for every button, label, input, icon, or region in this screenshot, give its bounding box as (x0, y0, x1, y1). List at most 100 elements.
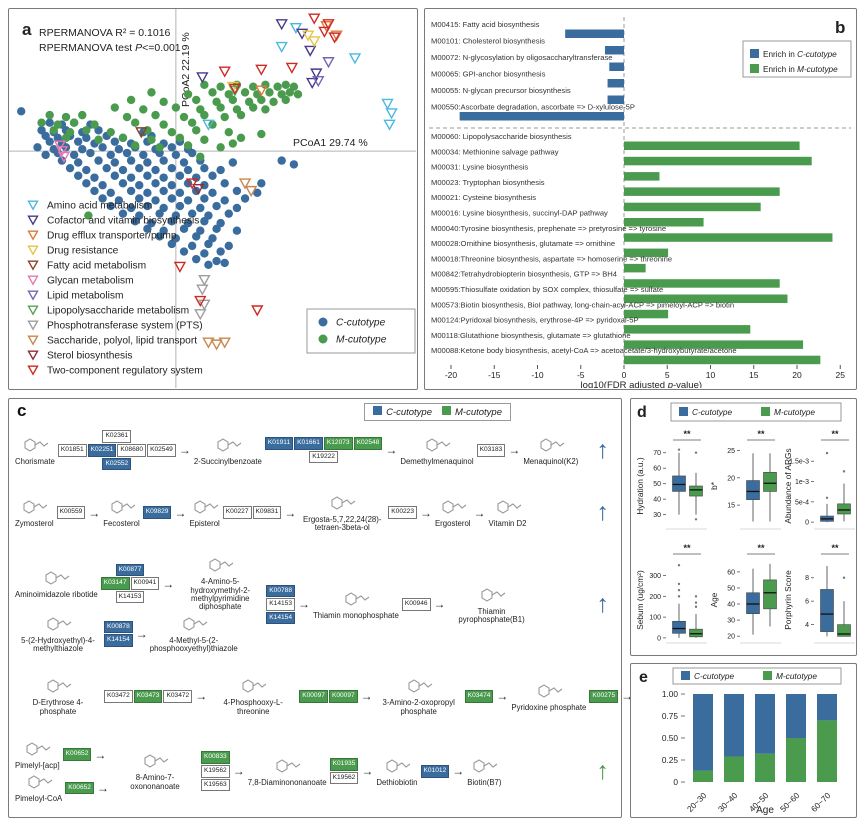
molecule-ring (47, 617, 59, 631)
ko-box-line: K00878 (104, 620, 133, 634)
molecule-chain (56, 574, 70, 580)
scatter-point (143, 224, 152, 234)
compound: 2-Succinylbenzoate (194, 435, 262, 466)
legend-swatch (373, 406, 383, 415)
box (689, 628, 703, 638)
scatter-point (257, 129, 266, 139)
scatter-point (253, 188, 262, 198)
outlier-point (694, 595, 698, 598)
scatter-point (143, 158, 152, 167)
outlier-point (677, 448, 681, 451)
molecule-icon (540, 437, 565, 452)
scatter-point (106, 127, 115, 137)
y-tick-label: 60 (727, 569, 735, 576)
scatter-point (228, 95, 238, 105)
enrichment-bar (459, 112, 624, 121)
compound-name: Aminoimidazole ribotide (15, 589, 98, 599)
y-tick-label: 100 (649, 615, 661, 622)
panel-a-label: a (22, 20, 32, 39)
legend-label: Enrich in C-cutotype (763, 50, 837, 59)
ko-box-line: K14153 (115, 590, 145, 604)
y-tick-label: 20 (727, 634, 735, 641)
scatter-point (82, 165, 91, 175)
compound-name: Ergosterol (434, 518, 471, 528)
enrichment-bar (624, 187, 780, 196)
molecule-icon (242, 679, 267, 693)
kegg-triangle-marker (196, 284, 209, 296)
scatter-point (249, 82, 258, 91)
kegg-triangle-marker (328, 32, 341, 44)
up-arrow-icon: ↑ (596, 435, 610, 464)
ko-box-line: K03183 (476, 443, 506, 457)
molecule-ring (183, 617, 195, 631)
molecule-icon (442, 500, 467, 514)
ko-box: K00097 (299, 689, 328, 703)
kegg-triangle-marker (330, 30, 343, 42)
molecule-chain (38, 778, 52, 784)
scatter-point (200, 110, 209, 120)
scatter-point (151, 196, 160, 205)
y-tick-label: 1e-3 (795, 479, 809, 486)
compound: Pyridoxine phosphate (511, 681, 586, 712)
age-stacked-bar-chart: e C-cutotype M-cutotype 0 0.25 0.50 0.75 1.00 20… (639, 667, 842, 816)
module-label: M00031: Lysine biosynthesis (431, 163, 528, 172)
compound-name: 5-(2-Hydroxyethyl)-4-methylthiazole (21, 635, 95, 654)
ko-box: K02552 (102, 457, 132, 471)
ko-box: K14153 (115, 590, 145, 604)
pcoa1-axis-label: PCoA1 29.74 % (293, 137, 368, 149)
legend-swatch (681, 671, 690, 680)
molecule-icon (45, 571, 70, 585)
reaction-arrow-icon: → (361, 764, 374, 779)
ko-box-line: K01911 K01661 K12073 K02548 (264, 437, 383, 450)
scatter-point (94, 156, 103, 165)
scatter-point (118, 165, 128, 175)
ko-box-group: K00878 K14154 (104, 620, 133, 647)
molecule-icon (276, 758, 301, 773)
molecule-chain (227, 440, 242, 447)
cutotype-legend-label: M-cutotype (455, 407, 502, 418)
module-label: M00040:Tyrosine biosynthesis, prephenate… (431, 224, 666, 233)
up-arrow-icon: ↑ (596, 498, 610, 527)
scatter-point (236, 110, 246, 120)
significance-label: ** (683, 543, 691, 553)
molecule-ring (408, 679, 420, 693)
scatter-point (147, 135, 156, 144)
box (689, 485, 703, 497)
scatter-point (69, 150, 79, 160)
kegg-triangle-marker (244, 185, 258, 198)
ko-box-line: K00275 (589, 689, 619, 703)
kegg-triangle-marker (289, 22, 303, 35)
ko-box: K00227 (222, 506, 252, 519)
compound: Menaquinol(K2) (523, 435, 578, 466)
scatter-point (179, 247, 189, 256)
scatter-point (65, 163, 75, 173)
y-tick-label: 300 (649, 573, 661, 580)
legend-triangle-icon (27, 215, 39, 226)
box (746, 480, 760, 500)
scatter-point (220, 258, 229, 268)
stacked-bar-c-segment (755, 694, 775, 754)
kegg-triangle-marker (192, 184, 205, 196)
reaction-arrow-icon: → (297, 597, 310, 612)
boxplot-subplot: Age 20 30 40 50 60 ** (709, 543, 781, 644)
module-label: M00088:Ketone body biosynthesis, acetyl-… (431, 346, 737, 355)
scatter-point (90, 173, 99, 182)
scatter-point (212, 224, 221, 234)
pathway-row: Pimelyl-[acp] K00652 → Pimeloyl-CoA K00652 → 8… (13, 738, 619, 805)
stacked-bar-c-segment (786, 694, 806, 738)
scatter-point (126, 173, 136, 182)
box (672, 620, 686, 634)
scatter-point (130, 217, 140, 226)
scatter-point (114, 145, 124, 154)
scatter-point (114, 196, 124, 205)
scatter-point (208, 188, 217, 198)
enrichment-bar (624, 279, 780, 288)
ko-box-line: K00946 (401, 598, 431, 611)
ko-box: K03472 (163, 689, 193, 703)
kegg-legend-label: Phosphotransferase system (PTS) (47, 321, 203, 332)
kegg-triangle-marker (308, 13, 321, 25)
module-label: M00034: Methionine salvage pathway (431, 147, 559, 156)
scatter-point (261, 80, 270, 90)
permanova-r2-text: RPERMANOVA R² = 0.1016 (39, 27, 171, 39)
scatter-point (175, 133, 185, 143)
